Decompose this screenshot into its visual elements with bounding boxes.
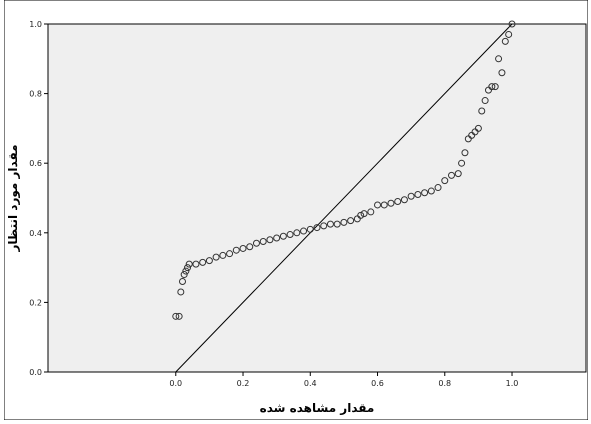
data-point: [219, 251, 227, 259]
data-point: [286, 231, 294, 239]
data-point: [199, 258, 207, 266]
data-point: [374, 201, 382, 209]
data-point: [441, 177, 449, 185]
chart-svg: 0.0 0.2 0.4 0.6 0.8 1.0 0.0 0.2 0.4 0.6 0.8 1.0 مق…: [3, 0, 589, 421]
x-tick-label: 0.6: [371, 379, 384, 388]
x-tick-label: 0.2: [237, 379, 250, 388]
data-point: [246, 243, 254, 251]
data-point: [340, 218, 348, 226]
data-point: [421, 189, 429, 197]
data-point: [505, 30, 513, 38]
data-point: [387, 199, 395, 207]
data-point: [239, 244, 247, 252]
qq-chart: 0.0 0.2 0.4 0.6 0.8 1.0 0.0 0.2 0.4 0.6 0.8 1.0 مق…: [3, 0, 589, 421]
x-axis-title: مقدار مشاهده شده: [260, 401, 375, 415]
data-point: [172, 312, 180, 320]
data-point: [474, 124, 482, 132]
y-tick-label: 0.2: [29, 298, 42, 307]
data-point: [360, 210, 368, 218]
data-point: [508, 20, 516, 28]
data-point: [320, 222, 328, 230]
data-point: [501, 37, 509, 45]
y-tick-label: 0.6: [29, 159, 42, 168]
data-point: [394, 197, 402, 205]
y-tick-label: 0.4: [29, 229, 42, 238]
x-tick-label: 0.0: [169, 379, 182, 388]
data-point: [434, 184, 442, 192]
x-axis-ticks: 0.0 0.2 0.4 0.6 0.8 1.0: [169, 372, 518, 388]
data-point: [185, 260, 193, 268]
data-point: [266, 236, 274, 244]
points-layer: [172, 20, 516, 320]
reference-line: [175, 23, 513, 373]
data-point: [454, 170, 462, 178]
data-point: [182, 267, 190, 275]
data-point: [180, 271, 188, 279]
data-point: [488, 83, 496, 91]
data-point: [333, 220, 341, 228]
x-tick-label: 0.8: [438, 379, 451, 388]
data-point: [400, 196, 408, 204]
data-point: [252, 239, 260, 247]
data-point: [495, 55, 503, 63]
x-tick-label: 0.4: [304, 379, 317, 388]
data-point: [300, 227, 308, 235]
data-point: [273, 234, 281, 242]
data-point: [279, 232, 287, 240]
data-point: [179, 278, 186, 286]
data-point: [232, 246, 240, 254]
data-point: [448, 171, 455, 179]
data-point: [498, 69, 506, 77]
x-tick-label: 1.0: [506, 379, 519, 388]
data-point: [192, 260, 200, 268]
y-tick-label: 0.8: [29, 90, 42, 99]
y-axis-title: مقدار مورد انتظار: [6, 144, 21, 252]
data-point: [481, 97, 489, 105]
data-point: [293, 229, 301, 237]
data-point: [175, 312, 183, 320]
y-tick-label: 0.0: [29, 368, 42, 377]
data-point: [380, 201, 388, 209]
data-point: [259, 238, 267, 245]
data-point: [367, 208, 375, 216]
data-point: [347, 217, 355, 225]
data-point: [313, 224, 321, 232]
plot-area: [47, 23, 587, 373]
data-point: [478, 107, 486, 115]
data-point: [184, 264, 192, 272]
data-point: [212, 253, 220, 261]
data-point: [357, 211, 365, 219]
data-point: [458, 159, 466, 167]
data-point: [326, 220, 334, 228]
data-point: [414, 191, 422, 199]
data-point: [177, 288, 185, 296]
reference-line-layer: [175, 23, 513, 373]
y-tick-label: 1.0: [29, 20, 42, 29]
data-point: [491, 83, 499, 91]
data-point: [427, 187, 435, 195]
data-point: [226, 250, 234, 258]
data-point: [407, 192, 415, 200]
y-axis-ticks: 0.0 0.2 0.4 0.6 0.8 1.0: [29, 20, 48, 377]
data-point: [306, 225, 314, 233]
data-point: [461, 149, 469, 157]
data-point: [205, 257, 213, 265]
